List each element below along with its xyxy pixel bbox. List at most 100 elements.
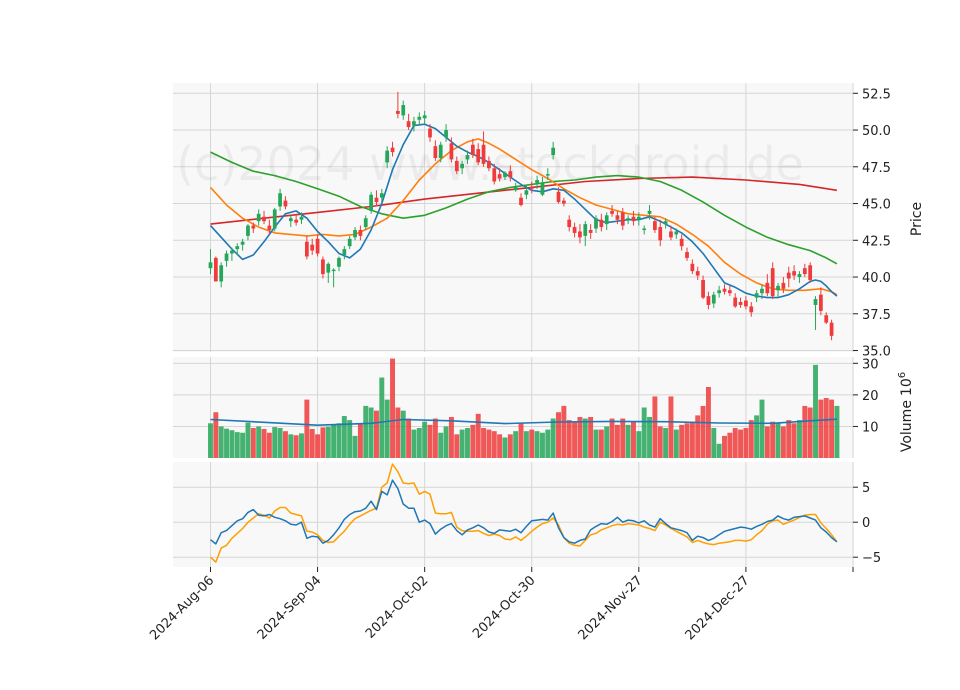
price-y-tick-label: 42.5 bbox=[862, 234, 891, 249]
volume-ma-line bbox=[210, 418, 837, 427]
volume-bar bbox=[459, 429, 465, 458]
candle-body bbox=[481, 144, 486, 164]
volume-bar bbox=[282, 431, 288, 458]
volume-bar bbox=[534, 431, 540, 458]
candle-body bbox=[326, 263, 331, 273]
candle-body bbox=[770, 268, 775, 297]
candle-body bbox=[674, 231, 679, 235]
candle-body bbox=[776, 285, 780, 291]
candle-body bbox=[706, 296, 711, 305]
x-tick-label: 2024-Aug-06 bbox=[147, 573, 217, 643]
candle-body bbox=[722, 288, 727, 292]
candlesticks bbox=[208, 91, 834, 341]
candle-body bbox=[738, 302, 743, 305]
panel-backgrounds bbox=[173, 83, 853, 567]
candle-body bbox=[653, 221, 657, 230]
candle-body bbox=[669, 231, 673, 238]
volume-bar bbox=[700, 405, 706, 458]
volume-bar bbox=[352, 435, 358, 458]
candle-body bbox=[262, 216, 266, 222]
volume-bar bbox=[411, 429, 417, 458]
macd-signal-line bbox=[209, 463, 838, 563]
candle-body bbox=[711, 294, 716, 304]
macd-y-tick-label: −5 bbox=[862, 551, 881, 566]
volume-bar bbox=[481, 428, 487, 458]
volume-bar bbox=[507, 434, 513, 458]
volume-bar bbox=[539, 432, 545, 458]
candle-body bbox=[786, 272, 791, 279]
volume-bar bbox=[716, 443, 722, 458]
volume-bar bbox=[448, 416, 454, 458]
macd-y-tick-label: 5 bbox=[862, 481, 870, 496]
candle-body bbox=[251, 225, 256, 229]
x-tick-label: 2024-Nov-27 bbox=[576, 573, 646, 643]
volume-bar bbox=[561, 405, 567, 458]
candle-body bbox=[417, 116, 422, 120]
volume-bar bbox=[374, 410, 379, 458]
volume-bar bbox=[673, 429, 679, 458]
price-y-tick-label: 52.5 bbox=[862, 87, 891, 102]
price-panel-background bbox=[173, 83, 853, 352]
volume-axis-label-main: Volume bbox=[899, 400, 915, 452]
candle-body bbox=[288, 218, 293, 222]
candle-body bbox=[299, 216, 304, 220]
candle-body bbox=[604, 215, 609, 225]
candle-body bbox=[556, 191, 561, 203]
volume-bar bbox=[652, 396, 658, 458]
candle-body bbox=[267, 225, 272, 230]
volume-bar bbox=[400, 410, 406, 458]
volume-bar bbox=[727, 432, 733, 458]
candle-body bbox=[230, 250, 234, 254]
candle-body bbox=[374, 197, 379, 203]
volume-bar bbox=[422, 421, 428, 458]
candle-body bbox=[690, 263, 695, 272]
candle-body bbox=[540, 182, 545, 195]
volume-bar bbox=[347, 420, 353, 458]
volume-bar bbox=[491, 431, 497, 458]
volume-bar bbox=[513, 431, 519, 458]
candle-body bbox=[470, 144, 475, 156]
volume-bar bbox=[722, 435, 727, 458]
candle-body bbox=[454, 160, 459, 172]
volume-bar bbox=[556, 412, 561, 458]
candle-body bbox=[321, 259, 325, 275]
candle-body bbox=[401, 105, 406, 116]
volume-bar bbox=[390, 358, 395, 458]
candle-body bbox=[578, 231, 582, 238]
volume-bar bbox=[299, 433, 304, 458]
candle-body bbox=[695, 271, 700, 276]
volume-bar bbox=[807, 407, 813, 458]
candle-body bbox=[503, 172, 507, 178]
candle-body bbox=[819, 294, 823, 311]
candle-body bbox=[256, 213, 261, 222]
x-tick-label: 2024-Dec-27 bbox=[683, 573, 753, 643]
volume-bar bbox=[743, 428, 749, 458]
volume-bar bbox=[604, 426, 610, 458]
candle-body bbox=[369, 194, 373, 211]
volume-bar bbox=[829, 399, 835, 458]
volume-bar bbox=[266, 432, 272, 458]
candle-body bbox=[808, 265, 813, 280]
volume-bar bbox=[711, 428, 717, 458]
volume-bar bbox=[834, 405, 840, 458]
volume-bar bbox=[780, 426, 786, 458]
volume-bar bbox=[636, 431, 642, 458]
volume-bar bbox=[523, 431, 529, 458]
volume-bar bbox=[823, 398, 829, 458]
volume-bar bbox=[406, 418, 412, 458]
volume-bar bbox=[786, 420, 792, 458]
candle-body bbox=[642, 228, 647, 230]
volume-bar bbox=[754, 415, 760, 458]
volume-bar bbox=[748, 420, 754, 458]
candle-body bbox=[363, 218, 368, 228]
volume-bar bbox=[593, 429, 599, 458]
price-y-tick-label: 35.0 bbox=[862, 345, 891, 360]
candle-body bbox=[412, 121, 416, 126]
volume-bar bbox=[438, 432, 444, 458]
volume-bar bbox=[598, 429, 604, 458]
candle-body bbox=[797, 274, 802, 278]
volume-bar bbox=[432, 418, 438, 458]
candle-body bbox=[749, 306, 754, 313]
candle-body bbox=[294, 219, 299, 223]
volume-bar bbox=[384, 399, 390, 458]
